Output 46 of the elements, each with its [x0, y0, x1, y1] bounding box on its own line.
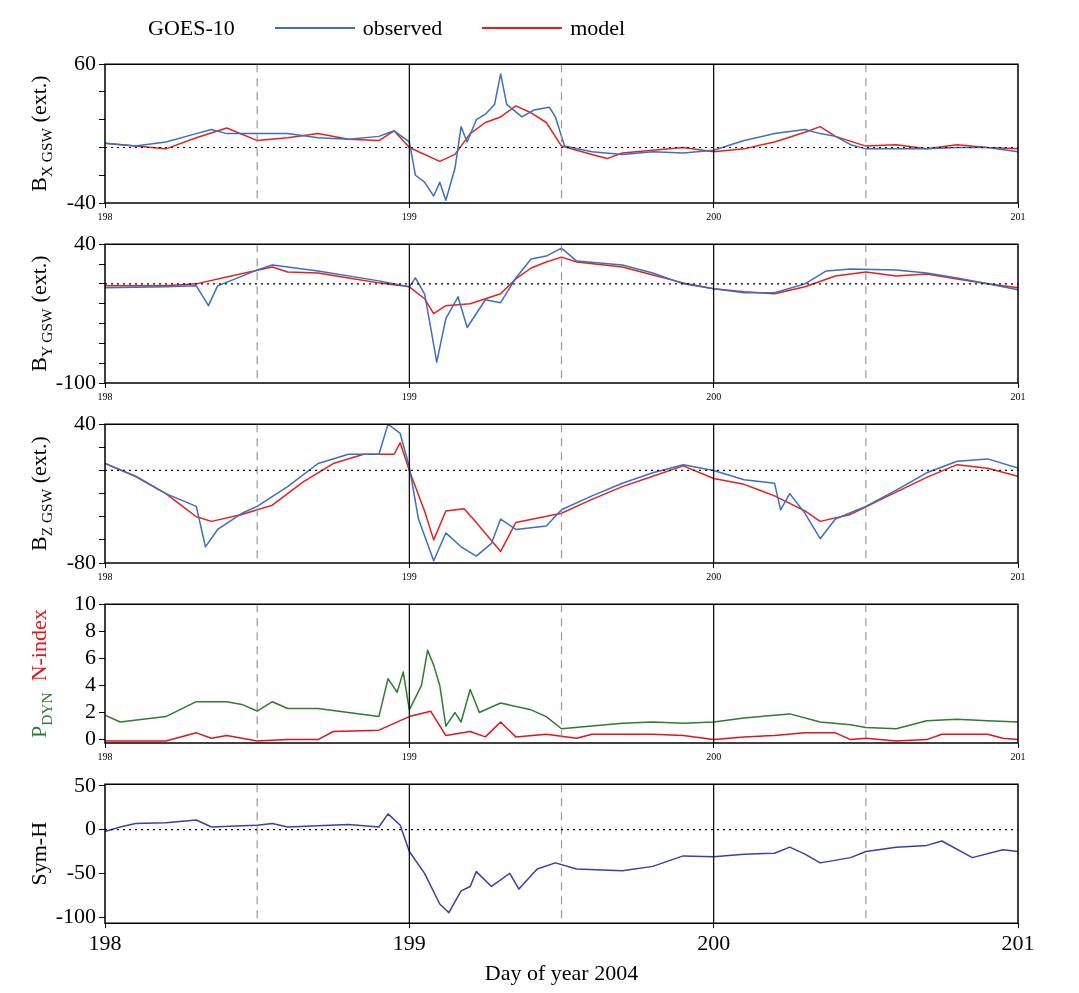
x-tick-label: 200	[697, 930, 731, 956]
y-tick-label: 4	[85, 671, 96, 697]
y-tick-label: -50	[66, 859, 96, 885]
text: N-index	[25, 609, 51, 682]
x-tick-label: 200	[706, 390, 722, 402]
x-tick-label: 201	[1010, 390, 1026, 402]
x-tick-label: 201	[1010, 750, 1026, 762]
x-tick-label: 198	[97, 570, 113, 582]
y-axis-title: BZ GSW (ext.)	[25, 436, 56, 551]
x-tick-label: 201	[1001, 930, 1035, 956]
x-tick-label: 199	[401, 570, 417, 582]
legend-label: observed	[362, 15, 443, 41]
text: PDYN	[25, 692, 56, 738]
y-tick-label: 50	[74, 771, 96, 797]
x-tick-label: 200	[706, 570, 722, 582]
y-tick-label: -80	[66, 548, 96, 574]
y-tick-label: -100	[55, 368, 96, 394]
x-tick-label: 200	[706, 750, 722, 762]
y-tick-label: 40	[74, 409, 96, 435]
y-tick-label: 2	[85, 698, 96, 724]
x-tick-label: 199	[401, 210, 417, 222]
x-tick-label: 200	[706, 210, 722, 222]
y-tick-label: -40	[66, 188, 96, 214]
y-tick-label: 6	[85, 644, 96, 670]
y-tick-label: 40	[74, 229, 96, 255]
y-tick-label: 60	[74, 49, 96, 75]
x-tick-label: 198	[97, 390, 113, 402]
legend-label: model	[570, 15, 626, 41]
y-axis-title: BY GSW (ext.)	[25, 255, 56, 372]
x-tick-label: 199	[401, 750, 417, 762]
legend-title: GOES-10	[148, 15, 235, 41]
x-tick-label: 201	[1010, 570, 1026, 582]
x-tick-label: 199	[392, 930, 426, 956]
y-tick-label: 0	[85, 815, 96, 841]
y-tick-label: 8	[85, 617, 96, 643]
x-tick-label: 198	[97, 750, 113, 762]
x-axis-title: Day of year 2004	[484, 959, 639, 985]
x-tick-label: 199	[401, 390, 417, 402]
x-tick-label: 201	[1010, 210, 1026, 222]
y-tick-label: 0	[85, 725, 96, 751]
x-tick-label: 198	[88, 930, 122, 956]
y-axis-title: Sym-H	[25, 821, 51, 886]
y-tick-label: -100	[55, 902, 96, 928]
x-tick-label: 198	[97, 210, 113, 222]
y-axis-title: BX GSW (ext.)	[25, 75, 56, 192]
y-tick-label: 10	[74, 589, 96, 615]
